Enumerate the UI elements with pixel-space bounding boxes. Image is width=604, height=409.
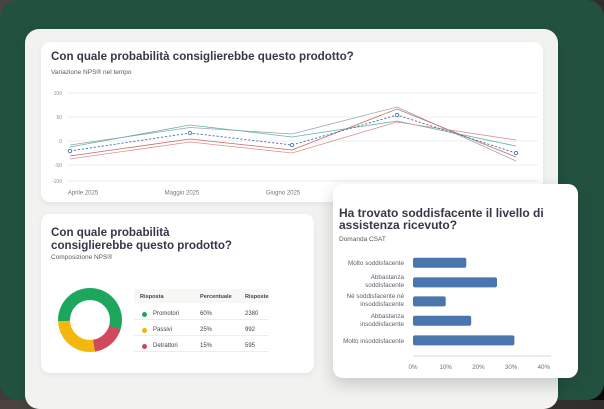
svg-text:Né soddisfacente né: Né soddisfacente né bbox=[347, 293, 405, 300]
svg-text:insoddisfacente: insoddisfacente bbox=[360, 301, 404, 308]
svg-text:Abbastanza: Abbastanza bbox=[371, 274, 405, 281]
svg-text:Aprile 2025: Aprile 2025 bbox=[68, 191, 99, 197]
svg-text:Abbastanza: Abbastanza bbox=[371, 313, 405, 320]
svg-text:-100: -100 bbox=[52, 179, 62, 185]
svg-text:Maggio 2025: Maggio 2025 bbox=[165, 191, 200, 197]
svg-text:-50: -50 bbox=[55, 163, 62, 169]
svg-text:100: 100 bbox=[54, 91, 63, 97]
svg-text:0: 0 bbox=[59, 139, 62, 145]
svg-text:insoddisfacente: insoddisfacente bbox=[360, 321, 404, 328]
svg-text:50: 50 bbox=[56, 115, 62, 121]
svg-text:10%: 10% bbox=[440, 364, 453, 371]
svg-text:40%: 40% bbox=[538, 364, 551, 371]
svg-text:Molto insoddisfacente: Molto insoddisfacente bbox=[343, 338, 404, 345]
svg-text:soddisfacente: soddisfacente bbox=[365, 282, 404, 289]
svg-text:0%: 0% bbox=[409, 364, 418, 371]
svg-text:20%: 20% bbox=[472, 364, 485, 371]
svg-text:30%: 30% bbox=[505, 364, 518, 371]
svg-text:Giugno 2025: Giugno 2025 bbox=[266, 191, 301, 197]
svg-text:Molto soddisfacente: Molto soddisfacente bbox=[348, 260, 405, 267]
